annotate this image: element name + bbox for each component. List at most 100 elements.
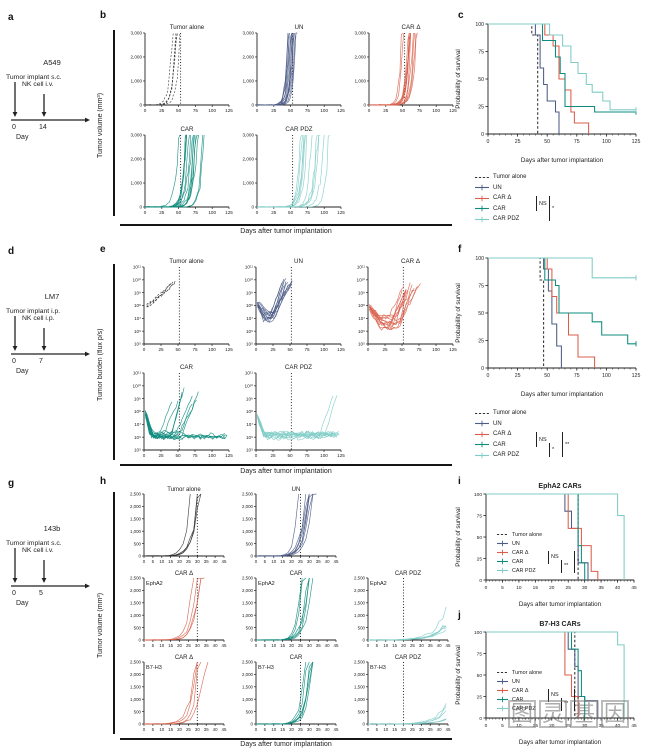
svg-text:B7-H3 CARs: B7-H3 CARs <box>539 621 580 628</box>
y-axis-label-volume: Tumor volume (mm³) <box>97 592 104 658</box>
svg-text:40: 40 <box>213 643 218 648</box>
svg-text:125: 125 <box>337 108 345 113</box>
svg-text:2,500: 2,500 <box>242 492 254 497</box>
legend-item-car-pdz: CAR PDZ <box>474 450 526 461</box>
svg-text:25: 25 <box>159 108 165 113</box>
svg-text:500: 500 <box>246 709 254 714</box>
panel-letter-d: d <box>8 246 15 257</box>
svg-text:5: 5 <box>152 643 155 648</box>
day-0-label: 0 <box>12 124 16 131</box>
day-axis-label: Day <box>16 600 29 607</box>
legend-item-un: UN <box>496 677 542 686</box>
x-axis-label-days: Days after tumor implantation <box>240 741 332 748</box>
legend-label: CAR <box>493 441 506 448</box>
svg-text:15: 15 <box>280 727 285 732</box>
svg-text:10: 10 <box>383 727 388 732</box>
day-0-label: 0 <box>12 590 16 597</box>
svg-text:1,500: 1,500 <box>354 601 366 606</box>
svg-text:0: 0 <box>144 108 147 113</box>
svg-text:45: 45 <box>334 559 339 564</box>
svg-text:10⁶: 10⁶ <box>358 329 365 334</box>
svg-text:5: 5 <box>264 559 267 564</box>
svg-text:10: 10 <box>383 643 388 648</box>
legend-item-car: CAR <box>474 440 526 451</box>
svg-text:10: 10 <box>271 559 276 564</box>
svg-text:0: 0 <box>367 643 370 648</box>
svg-text:UN: UN <box>294 258 303 265</box>
svg-text:5: 5 <box>264 727 267 732</box>
svg-text:Days after tumor implantation: Days after tumor implantation <box>519 739 602 746</box>
legend-line-sample <box>497 558 508 565</box>
svg-text:10¹⁰: 10¹⁰ <box>133 278 142 283</box>
chart-h-epha2-car-delta: 0 5 10 15 20 25 30 35 40 45 0 500 1,000 1,500 2,000 2,5… <box>118 568 228 657</box>
panel-letter-j: j <box>458 610 461 621</box>
svg-text:10⁹: 10⁹ <box>358 290 365 295</box>
significance-bracket: NS <box>548 550 559 564</box>
svg-text:45: 45 <box>222 559 227 564</box>
svg-text:15: 15 <box>533 723 539 729</box>
svg-text:CAR: CAR <box>290 655 303 661</box>
chart-h-tumor-alone: 0 5 10 15 20 25 30 35 40 45 0 500 1,000 1,500 2,000 2,5… <box>118 484 228 573</box>
svg-text:1,000: 1,000 <box>242 697 254 702</box>
svg-text:45: 45 <box>631 723 637 729</box>
svg-text:2,500: 2,500 <box>130 576 142 581</box>
svg-text:2,000: 2,000 <box>243 157 255 162</box>
svg-text:B7-H3: B7-H3 <box>146 665 162 671</box>
svg-text:2,000: 2,000 <box>354 588 366 593</box>
svg-text:125: 125 <box>225 347 233 352</box>
legend-item-un: UN <box>474 183 526 194</box>
chart-b-car-delta: 0 25 50 75 100 125 0 1,000 2,000 3,000 CAR Δ <box>342 22 458 124</box>
svg-text:0: 0 <box>251 638 254 643</box>
svg-text:10: 10 <box>271 643 276 648</box>
svg-text:CAR Δ: CAR Δ <box>175 571 193 577</box>
legend-label: CAR <box>493 205 506 212</box>
svg-text:25: 25 <box>186 559 191 564</box>
svg-text:25: 25 <box>158 453 164 458</box>
svg-text:35: 35 <box>316 727 321 732</box>
legend-label: CAR Δ <box>493 195 512 202</box>
svg-text:75: 75 <box>477 651 483 657</box>
svg-text:45: 45 <box>334 643 339 648</box>
legend-line-sample <box>475 412 489 414</box>
legend-label: Tumor alone <box>512 669 543 676</box>
svg-text:CAR PDZ: CAR PDZ <box>395 571 422 577</box>
svg-text:100: 100 <box>602 139 611 145</box>
chart-b-un: 0 25 50 75 100 125 0 1,000 2,000 3,000 UN <box>230 22 346 124</box>
svg-text:Probability of survival: Probability of survival <box>455 645 462 705</box>
svg-text:UN: UN <box>295 24 304 31</box>
svg-text:50: 50 <box>399 347 405 352</box>
legend-line-sample <box>497 696 508 703</box>
svg-text:100: 100 <box>320 453 328 458</box>
svg-text:50: 50 <box>175 453 181 458</box>
svg-text:75: 75 <box>478 49 484 55</box>
svg-text:50: 50 <box>400 108 406 113</box>
svg-text:125: 125 <box>337 453 345 458</box>
svg-text:100: 100 <box>208 210 216 215</box>
svg-text:1,500: 1,500 <box>354 685 366 690</box>
svg-text:40: 40 <box>615 585 621 591</box>
svg-text:50: 50 <box>544 139 550 145</box>
svg-text:0: 0 <box>139 103 142 108</box>
svg-text:75: 75 <box>304 453 310 458</box>
svg-text:10⁵: 10⁵ <box>134 448 141 453</box>
legend-label: CAR PDZ <box>493 452 520 459</box>
panel-letter-b: b <box>100 10 107 21</box>
svg-text:10⁷: 10⁷ <box>134 422 141 427</box>
svg-text:B7-H3: B7-H3 <box>370 665 386 671</box>
svg-text:10⁹: 10⁹ <box>134 290 141 295</box>
svg-text:25: 25 <box>298 727 303 732</box>
schematic-143b: 143b Tumor implant s.c. NK cell i.v. 0 5… <box>6 524 98 607</box>
svg-text:25: 25 <box>478 338 484 344</box>
legend-line-sample <box>475 216 489 222</box>
legend-item-tumor-alone: Tumor alone <box>474 172 526 183</box>
svg-text:0: 0 <box>251 554 254 559</box>
svg-text:75: 75 <box>304 347 310 352</box>
svg-text:0: 0 <box>363 722 366 727</box>
svg-text:30: 30 <box>307 559 312 564</box>
svg-text:75: 75 <box>478 283 484 289</box>
chart-h-un: 0 5 10 15 20 25 30 35 40 45 0 500 1,000 1,500 2,000 2,5… <box>230 484 340 573</box>
svg-text:10⁷: 10⁷ <box>134 316 141 321</box>
svg-text:50: 50 <box>478 311 484 317</box>
svg-text:10⁵: 10⁵ <box>358 342 365 347</box>
